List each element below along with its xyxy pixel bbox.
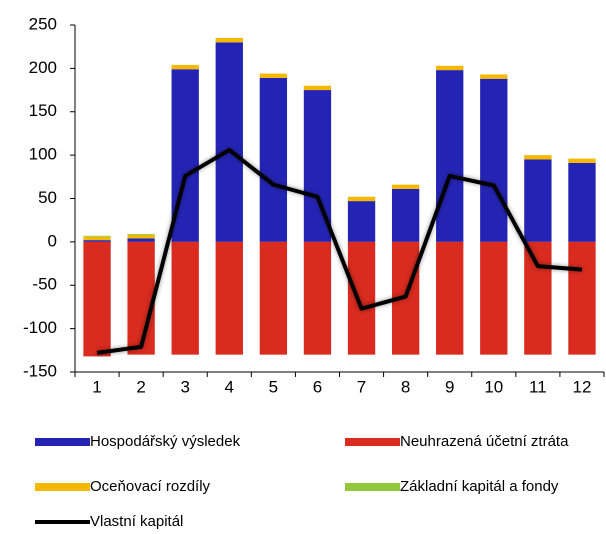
x-tick-label: 8 bbox=[401, 377, 410, 396]
bar bbox=[436, 241, 464, 355]
bar bbox=[568, 158, 596, 163]
bar bbox=[480, 74, 508, 79]
bar bbox=[83, 240, 111, 242]
legend-label: Základní kapitál a fondy bbox=[400, 478, 559, 495]
bar bbox=[347, 201, 376, 242]
bar bbox=[480, 241, 508, 355]
x-tick-label: 10 bbox=[484, 377, 503, 396]
legend-swatch bbox=[345, 483, 400, 491]
legend-label: Oceňovací rozdíly bbox=[90, 478, 211, 495]
legend-swatch bbox=[345, 438, 400, 446]
bar bbox=[215, 241, 243, 355]
bar bbox=[83, 235, 111, 237]
bar bbox=[259, 77, 288, 242]
bar bbox=[568, 241, 596, 355]
bar bbox=[303, 241, 332, 355]
x-tick-label: 5 bbox=[269, 377, 278, 396]
legend-label: Neuhrazená účetní ztráta bbox=[400, 433, 569, 450]
bar bbox=[83, 241, 111, 357]
bar bbox=[524, 241, 552, 355]
y-tick-label: 200 bbox=[29, 58, 57, 77]
x-tick-label: 2 bbox=[136, 377, 145, 396]
y-tick-label: -100 bbox=[23, 318, 57, 337]
bar bbox=[347, 196, 376, 202]
line bbox=[96, 147, 583, 355]
bar bbox=[127, 234, 155, 239]
bar bbox=[436, 65, 464, 71]
bar bbox=[391, 184, 420, 189]
y-tick-label: -50 bbox=[32, 275, 57, 294]
bar bbox=[127, 241, 155, 355]
x-tick-label: 4 bbox=[225, 377, 234, 396]
legend-label: Vlastní kapitál bbox=[90, 513, 183, 530]
legend-swatch bbox=[35, 438, 90, 446]
x-tick-label: 11 bbox=[529, 377, 547, 396]
bar bbox=[524, 155, 552, 160]
x-tick-label: 9 bbox=[445, 377, 454, 396]
bar bbox=[215, 38, 243, 43]
bar bbox=[171, 64, 199, 70]
bar bbox=[524, 159, 552, 242]
bar bbox=[83, 236, 111, 241]
legend-label: Hospodářský výsledek bbox=[90, 433, 241, 450]
bar bbox=[568, 162, 596, 242]
bar bbox=[171, 241, 199, 355]
x-tick-label: 3 bbox=[180, 377, 189, 396]
bar bbox=[436, 70, 464, 242]
x-tick-label: 7 bbox=[357, 377, 366, 396]
y-tick-label: 100 bbox=[29, 145, 57, 164]
bar bbox=[347, 241, 376, 355]
bar bbox=[215, 42, 243, 242]
legend-swatch bbox=[35, 483, 90, 491]
x-tick-label: 12 bbox=[572, 377, 591, 396]
bar bbox=[391, 188, 420, 242]
bar bbox=[303, 85, 332, 91]
y-tick-label: -150 bbox=[23, 361, 57, 380]
y-tick-label: 50 bbox=[38, 188, 57, 207]
y-tick-label: 250 bbox=[29, 14, 57, 33]
y-tick-label: 0 bbox=[48, 231, 57, 250]
bar bbox=[127, 238, 155, 242]
y-tick-label: 150 bbox=[29, 101, 57, 120]
bar bbox=[480, 78, 508, 242]
bar bbox=[259, 241, 288, 355]
bar bbox=[127, 234, 155, 235]
x-tick-label: 1 bbox=[92, 377, 101, 396]
bar bbox=[259, 73, 288, 78]
x-tick-label: 6 bbox=[313, 377, 322, 396]
